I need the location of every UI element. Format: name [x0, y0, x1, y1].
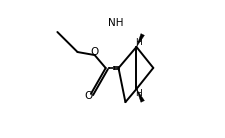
Text: O: O — [84, 91, 92, 101]
Polygon shape — [136, 89, 144, 102]
Text: H: H — [135, 89, 141, 98]
Polygon shape — [136, 34, 144, 47]
Text: NH: NH — [108, 18, 123, 28]
Text: O: O — [90, 47, 98, 57]
Text: H: H — [135, 38, 141, 47]
